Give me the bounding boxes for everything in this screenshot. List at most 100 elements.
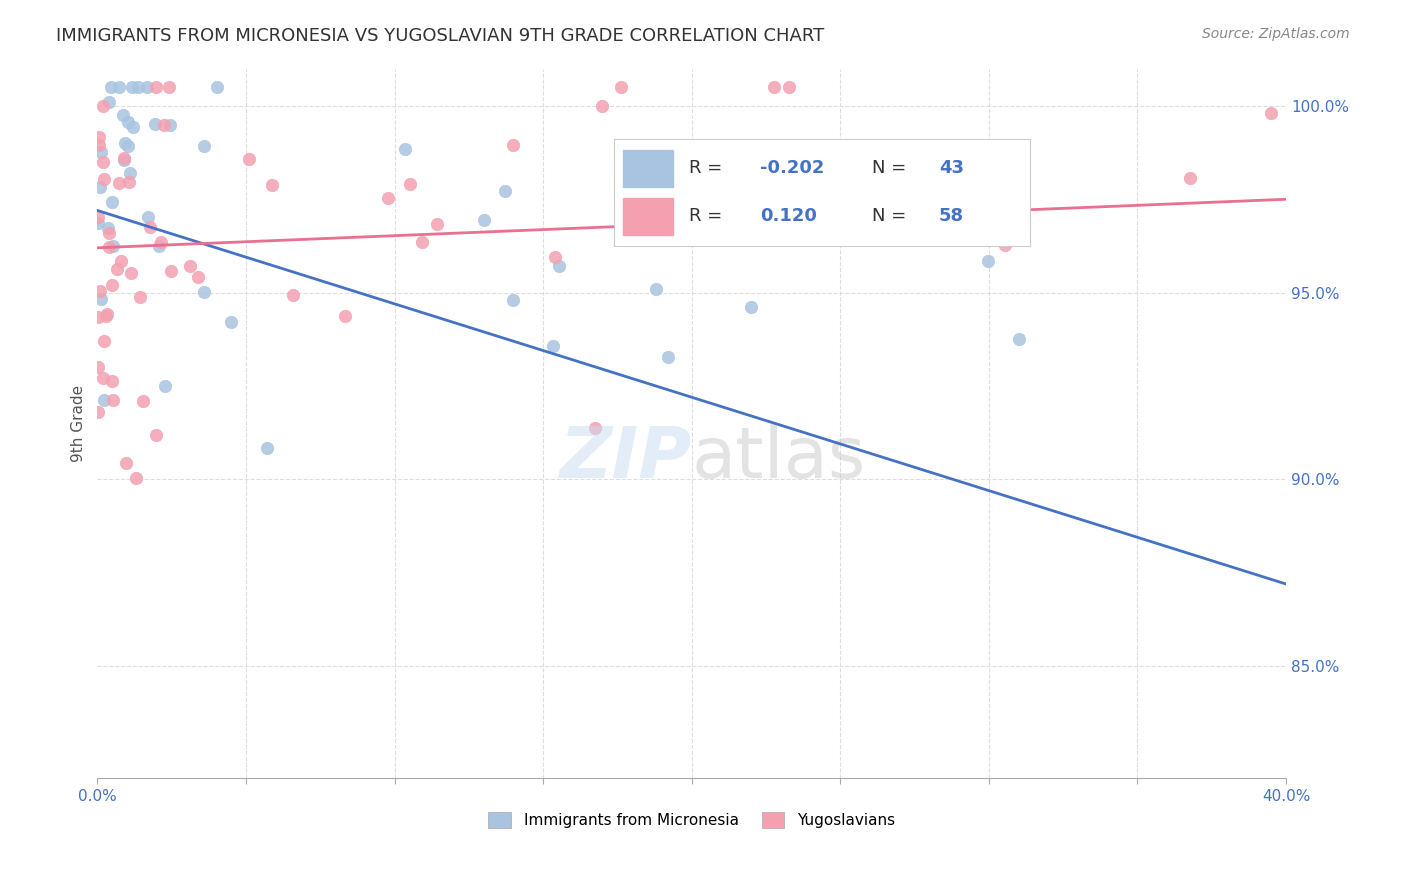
Point (143, 117, 166, 131)
Point (86, 405, 108, 419)
Point (128, 290, 150, 304)
Point (136, 210, 159, 224)
Point (118, 175, 141, 189)
Point (101, 194, 124, 209)
Point (87, 129, 110, 144)
Point (645, 282, 668, 296)
Point (117, 139, 139, 153)
Point (399, 177, 422, 191)
Point (238, 153, 260, 167)
Point (502, 137, 524, 152)
Point (1007, 332, 1029, 346)
Point (120, 166, 142, 180)
Point (101, 374, 124, 388)
Point (110, 254, 132, 268)
Point (114, 136, 136, 151)
Point (112, 153, 135, 167)
Point (87, 216, 110, 230)
Point (93, 392, 115, 407)
Point (149, 235, 172, 249)
Point (89, 179, 111, 194)
Point (153, 118, 176, 132)
Point (160, 264, 183, 278)
Point (89, 284, 111, 298)
Point (105, 261, 128, 276)
Point (193, 139, 215, 153)
Point (91, 99, 114, 113)
Point (541, 339, 564, 353)
Point (411, 235, 433, 250)
Point (778, 80, 800, 95)
Point (145, 80, 167, 95)
Point (977, 254, 1000, 268)
Point (98, 227, 121, 241)
Point (591, 99, 613, 113)
Point (262, 178, 284, 192)
Point (93, 172, 115, 186)
Text: atlas: atlas (692, 425, 866, 493)
Point (90, 145, 112, 159)
Point (426, 218, 449, 232)
Point (205, 80, 228, 95)
Point (121, 120, 143, 134)
Point (472, 213, 495, 227)
Text: Source: ZipAtlas.com: Source: ZipAtlas.com (1202, 27, 1350, 41)
Point (148, 238, 170, 252)
Point (219, 314, 242, 328)
Point (924, 198, 946, 212)
Point (652, 193, 675, 207)
Point (91, 370, 114, 384)
Point (87, 210, 110, 224)
Point (103, 393, 125, 408)
Point (131, 393, 153, 408)
Point (159, 119, 181, 133)
Text: IMMIGRANTS FROM MICRONESIA VS YUGOSLAVIAN 9TH GRADE CORRELATION CHART: IMMIGRANTS FROM MICRONESIA VS YUGOSLAVIA… (56, 27, 824, 45)
Point (494, 184, 516, 198)
Point (502, 293, 524, 307)
Point (544, 250, 567, 264)
Point (335, 309, 357, 323)
Point (281, 288, 304, 302)
Point (135, 80, 157, 95)
Point (107, 80, 129, 95)
Point (139, 219, 162, 234)
Point (145, 428, 167, 442)
Point (101, 239, 124, 253)
Point (1260, 106, 1282, 120)
Point (657, 350, 679, 364)
Point (100, 278, 122, 293)
Point (96, 309, 118, 323)
Point (377, 191, 399, 205)
Point (256, 441, 278, 455)
Point (1180, 171, 1202, 186)
Point (157, 80, 180, 95)
Point (610, 80, 633, 95)
Point (98, 95, 121, 110)
Point (994, 238, 1017, 252)
Point (90, 292, 112, 306)
Point (97, 240, 120, 254)
Point (125, 471, 148, 485)
Point (96, 307, 118, 321)
Point (121, 80, 143, 95)
Point (93, 334, 115, 348)
Point (120, 266, 142, 280)
Point (112, 108, 135, 122)
Y-axis label: 9th Grade: 9th Grade (72, 384, 86, 462)
Point (585, 421, 607, 435)
Point (112, 151, 135, 165)
Point (912, 227, 935, 241)
Point (193, 285, 215, 299)
Point (187, 270, 209, 285)
Point (394, 142, 416, 156)
Point (108, 176, 131, 190)
Text: ZIP: ZIP (560, 425, 692, 493)
Point (762, 80, 785, 95)
Point (87, 138, 110, 153)
Point (153, 379, 176, 393)
Point (91, 154, 114, 169)
Point (179, 259, 201, 273)
Point (740, 300, 762, 314)
Legend: Immigrants from Micronesia, Yugoslavians: Immigrants from Micronesia, Yugoslavians (482, 806, 901, 834)
Point (100, 80, 122, 95)
